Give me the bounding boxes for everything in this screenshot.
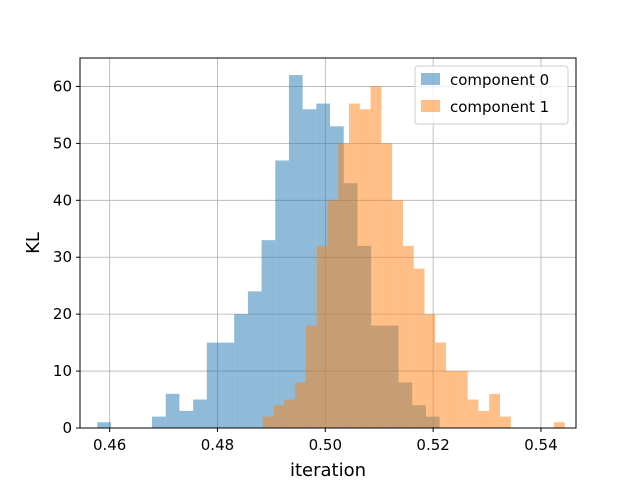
histogram-bar-component-1	[424, 314, 436, 428]
histogram-bar-component-0	[179, 410, 194, 428]
histogram-bar-component-0	[193, 399, 207, 428]
histogram-bar-component-0	[288, 75, 303, 429]
histogram-bar-component-1	[284, 399, 296, 428]
x-tick-label: 0.46	[93, 436, 126, 454]
histogram-bar-component-1	[359, 109, 371, 428]
histogram-bar-component-0	[97, 422, 111, 428]
histogram-bar-component-1	[478, 410, 490, 428]
histogram-bar-component-1	[489, 393, 500, 428]
histogram-bar-component-0	[247, 291, 262, 428]
histogram-bar-component-0	[261, 240, 276, 428]
histogram-bar-component-1	[370, 86, 382, 428]
legend-label-component-0: component 0	[450, 71, 549, 89]
histogram-bar-component-1	[467, 399, 479, 428]
histogram-bar-component-1	[262, 416, 274, 428]
y-axis-ticks: 0 10 20 30 40 50 60	[53, 77, 80, 437]
histogram-bar-component-0	[234, 314, 248, 428]
y-tick-label: 50	[53, 134, 72, 152]
histogram-bar-component-1	[349, 103, 360, 429]
histogram-bar-component-0	[165, 393, 180, 428]
legend-label-component-1: component 1	[450, 98, 549, 116]
plot-frame	[79, 57, 577, 429]
y-tick-label: 40	[53, 191, 72, 209]
x-axis-ticks: 0.46 0.48 0.50 0.52 0.54	[93, 428, 558, 454]
histogram-bar-component-1	[456, 371, 468, 428]
histogram-bar-component-1	[381, 143, 393, 428]
histogram-bar-component-1	[435, 342, 447, 428]
y-tick-label: 10	[53, 362, 72, 380]
histogram-bar-component-1	[327, 200, 339, 428]
histogram-bar-component-1	[295, 382, 306, 428]
histogram-bar-component-1	[553, 422, 565, 428]
legend: component 0 component 1	[414, 65, 569, 125]
x-tick-label: 0.52	[416, 436, 449, 454]
x-tick-label: 0.54	[524, 436, 557, 454]
histogram-bar-component-1	[402, 245, 414, 428]
legend-swatch-component-0	[421, 73, 440, 85]
histogram-bar-component-0	[275, 160, 289, 428]
histogram-bar-component-1	[316, 245, 328, 428]
histogram-bar-component-1	[338, 143, 350, 428]
legend-swatch-component-1	[421, 100, 440, 112]
histogram-bar-component-1	[392, 200, 403, 428]
y-tick-label: 60	[53, 77, 72, 95]
histogram-bar-component-1	[273, 405, 285, 428]
histogram-bar-component-0	[152, 416, 166, 428]
x-tick-label: 0.48	[201, 436, 234, 454]
histogram-bar-component-1	[305, 325, 317, 428]
histogram-bar-component-1	[446, 371, 457, 428]
legend-box	[414, 65, 569, 125]
histogram-bars	[97, 75, 565, 429]
histogram-bar-component-1	[499, 416, 511, 428]
y-tick-label: 0	[62, 419, 72, 437]
x-tick-label: 0.50	[309, 436, 342, 454]
y-tick-label: 30	[53, 248, 72, 266]
y-axis-label: KL	[23, 232, 44, 254]
histogram-bar-component-0	[220, 342, 235, 428]
x-axis-label: iteration	[290, 460, 366, 480]
histogram-bar-component-1	[413, 268, 425, 428]
y-tick-label: 20	[53, 305, 72, 323]
histogram-bar-component-0	[206, 342, 221, 428]
